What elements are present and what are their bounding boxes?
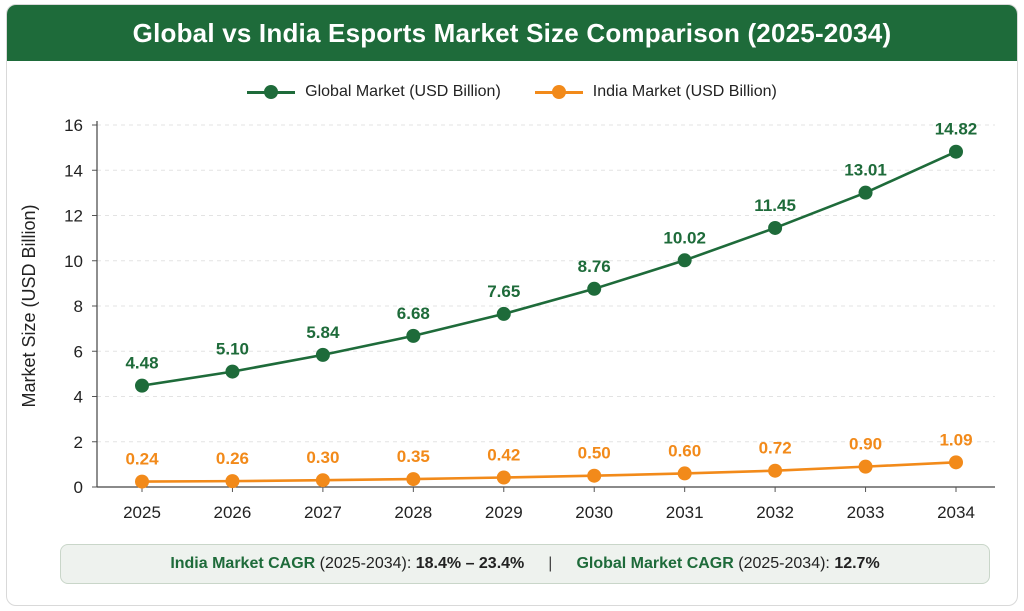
global-cagr-label: Global Market CAGR [576, 555, 734, 572]
data-point-global-2028 [406, 328, 421, 343]
data-label-india-2031: 0.60 [668, 441, 701, 460]
y-tick-label-6: 6 [74, 342, 83, 361]
data-label-global-2031: 10.02 [663, 228, 706, 247]
cagr-summary-bar: India Market CAGR (2025-2034): 18.4% – 2… [60, 544, 990, 584]
y-tick-label-14: 14 [64, 161, 83, 180]
y-tick-label-4: 4 [74, 388, 83, 407]
y-tick-label-2: 2 [74, 433, 83, 452]
legend: Global Market (USD Billion) India Market… [7, 83, 1017, 101]
x-tick-label-2026: 2026 [214, 503, 252, 522]
data-point-global-2029 [496, 306, 511, 321]
chart-frame: Global vs India Esports Market Size Comp… [6, 4, 1018, 606]
data-point-india-2033 [858, 459, 873, 474]
data-label-global-2032: 11.45 [754, 196, 796, 215]
data-point-global-2027 [315, 347, 330, 362]
x-tick-label-2028: 2028 [394, 503, 432, 522]
data-point-india-2029 [496, 470, 511, 485]
legend-item-global: Global Market (USD Billion) [247, 83, 501, 101]
data-label-global-2027: 5.84 [306, 323, 340, 342]
data-point-india-2025 [135, 474, 149, 489]
x-tick-label-2025: 2025 [123, 503, 161, 522]
india-cagr-value: 18.4% – 23.4% [415, 555, 525, 572]
y-axis-label: Market Size (USD Billion) [19, 204, 39, 407]
data-point-global-2025 [135, 378, 149, 393]
x-tick-label-2033: 2033 [847, 503, 885, 522]
data-point-india-2032 [768, 463, 783, 478]
data-point-global-2033 [858, 185, 873, 200]
data-label-india-2034: 1.09 [939, 430, 972, 449]
x-tick-label-2029: 2029 [485, 503, 523, 522]
data-point-global-2026 [225, 364, 240, 379]
india-cagr-period: (2025-2034): [315, 555, 416, 572]
data-label-india-2033: 0.90 [849, 435, 882, 454]
legend-item-india: India Market (USD Billion) [534, 83, 777, 101]
data-label-global-2033: 13.01 [844, 161, 887, 180]
data-point-global-2030 [587, 281, 602, 296]
y-tick-label-10: 10 [64, 252, 83, 271]
data-label-india-2028: 0.35 [397, 447, 430, 466]
data-label-india-2029: 0.42 [487, 445, 520, 464]
data-label-global-2030: 8.76 [578, 257, 611, 276]
y-tick-label-16: 16 [64, 116, 83, 135]
india-cagr: India Market CAGR (2025-2034): 18.4% – 2… [170, 555, 524, 573]
x-tick-label-2030: 2030 [575, 503, 613, 522]
global-cagr-value: 12.7% [834, 555, 880, 572]
data-point-global-2034 [949, 144, 963, 159]
data-label-global-2025: 4.48 [125, 354, 158, 373]
data-point-global-2032 [768, 220, 783, 235]
y-tick-label-12: 12 [64, 207, 83, 226]
data-label-global-2029: 7.65 [487, 282, 520, 301]
data-label-india-2030: 0.50 [578, 444, 611, 463]
data-label-india-2027: 0.30 [306, 448, 339, 467]
global-cagr-period: (2025-2034): [733, 555, 835, 572]
data-label-global-2034: 14.82 [935, 120, 978, 139]
legend-label-india: India Market (USD Billion) [592, 83, 777, 100]
series-line-india [141, 461, 957, 483]
y-tick-label-8: 8 [74, 297, 83, 316]
data-point-india-2030 [587, 468, 602, 483]
data-point-india-2031 [677, 466, 692, 481]
data-point-global-2031 [677, 253, 692, 268]
data-label-india-2032: 0.72 [759, 439, 792, 458]
y-tick-label-0: 0 [74, 478, 83, 497]
x-tick-label-2027: 2027 [304, 503, 342, 522]
legend-label-global: Global Market (USD Billion) [305, 83, 501, 100]
footer-separator: | [548, 555, 553, 572]
x-tick-label-2031: 2031 [666, 503, 704, 522]
chart-title: Global vs India Esports Market Size Comp… [7, 5, 1017, 61]
x-tick-label-2032: 2032 [756, 503, 794, 522]
series-line-global [141, 150, 957, 387]
india-cagr-label: India Market CAGR [170, 555, 316, 572]
x-tick-label-2034: 2034 [937, 503, 975, 522]
data-point-india-2027 [315, 473, 330, 488]
legend-swatch-global [247, 85, 296, 99]
global-cagr: Global Market CAGR (2025-2034): 12.7% [576, 555, 879, 573]
data-point-india-2034 [949, 455, 963, 470]
data-label-global-2026: 5.10 [216, 340, 249, 359]
data-label-india-2026: 0.26 [216, 449, 249, 468]
data-point-india-2028 [406, 472, 421, 487]
legend-swatch-india [534, 85, 583, 99]
data-point-india-2026 [225, 474, 240, 489]
data-label-global-2028: 6.68 [397, 304, 430, 323]
data-label-india-2025: 0.24 [125, 450, 159, 469]
